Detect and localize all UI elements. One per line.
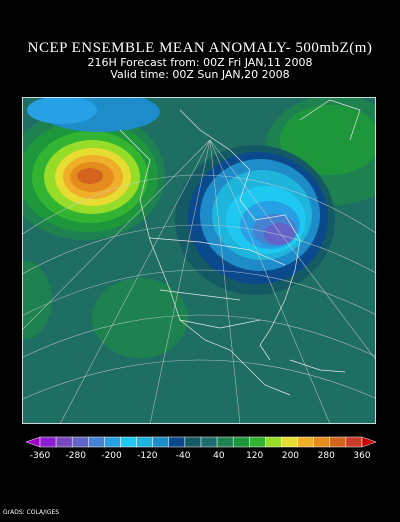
colorbar-box: [249, 436, 266, 448]
colorbar-box: [152, 436, 170, 448]
graticule: [22, 139, 376, 424]
colorbar-label: 120: [246, 451, 263, 461]
colorbar-box: [184, 436, 202, 448]
colorbar: -360 -280 -200 -120 -40 40 120 200 280 360: [25, 436, 377, 461]
colorbar-label: 360: [353, 451, 370, 461]
colorbar-box: [313, 436, 331, 448]
colorbar-label: 40: [213, 451, 225, 461]
colorbar-label: -200: [101, 451, 122, 461]
colorbar-box: [200, 436, 218, 448]
colorbar-label: -280: [66, 451, 87, 461]
colorbar-box: [297, 436, 314, 448]
title: NCEP ENSEMBLE MEAN ANOMALY- 500mbZ(m): [28, 40, 373, 56]
colorbar-arrow: [361, 436, 377, 448]
colorbar-arrow: [25, 436, 41, 448]
colorbar-label: 200: [282, 451, 299, 461]
forecast-line: 216H Forecast from: 00Z Fri JAN,11 2008: [87, 56, 312, 69]
negative-anomaly: [175, 145, 335, 295]
coastlines: [119, 99, 361, 396]
colorbar-box: [265, 436, 282, 448]
colorbar-box: [329, 436, 347, 448]
colorbar-label: -120: [137, 451, 158, 461]
colorbar-label: -40: [176, 451, 191, 461]
positive-anomaly: [22, 97, 376, 358]
map: [22, 97, 376, 424]
colorbar-box: [216, 436, 234, 448]
colorbar-box: [281, 436, 298, 448]
colorbar-box: [136, 436, 153, 448]
colorbar-label: 280: [318, 451, 335, 461]
valid-line: Valid time: 00Z Sun JAN,20 2008: [110, 68, 289, 81]
colorbar-box: [71, 436, 89, 448]
colorbar-box: [232, 436, 250, 448]
positive-anomaly: [22, 110, 165, 240]
colorbar-box: [120, 436, 137, 448]
colorbar-box: [88, 436, 105, 448]
colorbar-label: -360: [30, 451, 51, 461]
colorbar-box: [345, 436, 363, 448]
colorbar-box: [168, 436, 186, 448]
footer: GrADS: COLA/IGES: [3, 509, 59, 516]
colorbar-box: [55, 436, 73, 448]
colorbar-box: [39, 436, 57, 448]
colorbar-box: [104, 436, 121, 448]
